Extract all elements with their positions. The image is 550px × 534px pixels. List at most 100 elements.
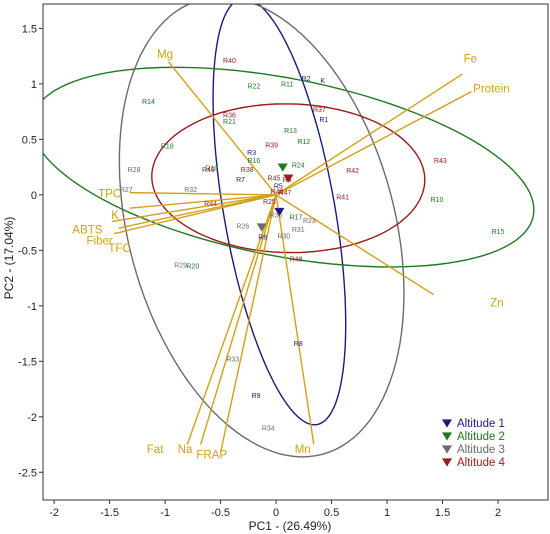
observation-label: R21 [223, 119, 236, 126]
observation-label: R15 [492, 229, 505, 236]
legend-marker [441, 432, 453, 441]
loading-line-frap [219, 194, 277, 453]
observation-label: R7 [236, 177, 245, 184]
legend-marker [441, 419, 453, 428]
observation-label: R10 [431, 197, 444, 204]
observation-label: R17 [290, 215, 303, 222]
observation-label: R28 [128, 167, 141, 174]
y-tick-label: 0 [31, 190, 37, 202]
legend-label: Altitude 2 [457, 431, 505, 443]
centroid-marker [256, 223, 267, 232]
x-tick-label: -0.5 [211, 507, 230, 519]
observation-label: R48 [290, 257, 303, 264]
loading-label: Protein [473, 83, 509, 95]
loading-line-mn [275, 194, 315, 445]
observation-label: R8 [294, 341, 303, 348]
observation-label: R29 [174, 262, 187, 269]
observation-label: R37 [313, 107, 326, 114]
observation-label: R44 [204, 201, 217, 208]
x-tick-label: -2 [49, 507, 59, 519]
ellipse-altitude-2 [43, 66, 535, 268]
observation-label: R47 [279, 190, 292, 197]
loading-label: FRAP [196, 450, 227, 462]
observation-label: R13 [284, 128, 297, 135]
x-axis-title: PC1 - (26.49%) [249, 519, 332, 533]
x-tick-label: -1 [160, 507, 170, 519]
y-tick-label: 1.5 [22, 23, 37, 35]
group-centroids [256, 163, 294, 232]
observation-label: R14 [142, 99, 155, 106]
loading-label: K [111, 210, 119, 222]
observation-label: R34 [262, 425, 275, 432]
ellipse-altitude-3 [118, 4, 405, 458]
loading-line-tfc [113, 194, 277, 235]
loading-line-protein [275, 91, 472, 196]
observation-label: R33 [226, 357, 239, 364]
loading-line-zn [275, 194, 435, 296]
observation-label: R25 [263, 199, 276, 206]
legend-marker [441, 445, 453, 454]
loading-line-fat [186, 194, 277, 445]
observation-label: R45 [267, 176, 280, 183]
loading-label: Zn [490, 297, 503, 309]
observation-label: R20 [186, 263, 199, 270]
y-axis-ticks: -2.5 -2 -1.5 -1 -0.5 0 0.5 1 1.5 [18, 23, 43, 479]
loading-label: Mn [295, 444, 311, 456]
observation-label: R26 [236, 223, 249, 230]
observation-label: R38 [241, 167, 254, 174]
loading-line-abts [111, 194, 277, 223]
observation-label: R39 [265, 142, 278, 149]
loading-line-fiber [118, 194, 277, 229]
loading-line-tpc [129, 191, 277, 196]
x-axis-ticks: -2 -1.5 -1 -0.5 0 0.5 1 1.5 2 [49, 500, 501, 519]
observation-label: R32 [184, 187, 197, 194]
observation-label: R5 [274, 183, 283, 190]
loading-line-k [129, 194, 277, 209]
confidence-ellipses [43, 4, 535, 458]
loading-label: TPC [98, 189, 121, 201]
loading-line-na [199, 194, 277, 445]
x-tick-label: 1.5 [435, 507, 450, 519]
x-tick-label: 1 [384, 507, 390, 519]
observation-label: R1 [319, 117, 328, 124]
observation-label: R43 [434, 158, 447, 165]
y-tick-label: 0.5 [22, 134, 37, 146]
observation-label: K [320, 78, 325, 85]
observation-label: R30 [277, 233, 290, 240]
observation-label: R6 [258, 235, 267, 242]
observation-label: R3 [247, 150, 256, 157]
plot-frame [42, 3, 549, 501]
centroid-marker [277, 163, 288, 172]
observation-label: R23 [303, 218, 316, 225]
y-tick-label: -1 [27, 301, 37, 313]
y-tick-label: -2.5 [18, 467, 37, 479]
legend-label: Altitude 3 [457, 444, 505, 456]
x-tick-label: 0.5 [324, 507, 339, 519]
observation-label: R11 [281, 81, 293, 88]
loading-label: Fat [147, 444, 164, 456]
observation-label: R36 [223, 112, 236, 119]
observation-label: R19 [205, 166, 218, 173]
observation-label: R24 [292, 162, 305, 169]
y-tick-label: 1 [31, 79, 37, 91]
ellipse-altitude-1 [212, 4, 347, 426]
x-tick-label: 2 [495, 507, 501, 519]
loading-line-mg [167, 61, 277, 196]
observation-label: R27 [120, 187, 133, 194]
observation-label: R46 [271, 189, 284, 196]
y-tick-label: -2 [27, 412, 37, 424]
loading-label: ABTS [72, 224, 102, 236]
y-tick-label: -1.5 [18, 356, 37, 368]
legend-label: Altitude 4 [457, 457, 506, 469]
loading-line-fe [275, 73, 463, 196]
loading-label: Fiber [87, 235, 113, 247]
observation-label: R35 [270, 212, 283, 219]
centroid-marker [274, 207, 285, 217]
observation-label: R16 [247, 158, 260, 165]
loading-label: Mg [157, 49, 173, 61]
loading-label: Na [178, 444, 193, 456]
